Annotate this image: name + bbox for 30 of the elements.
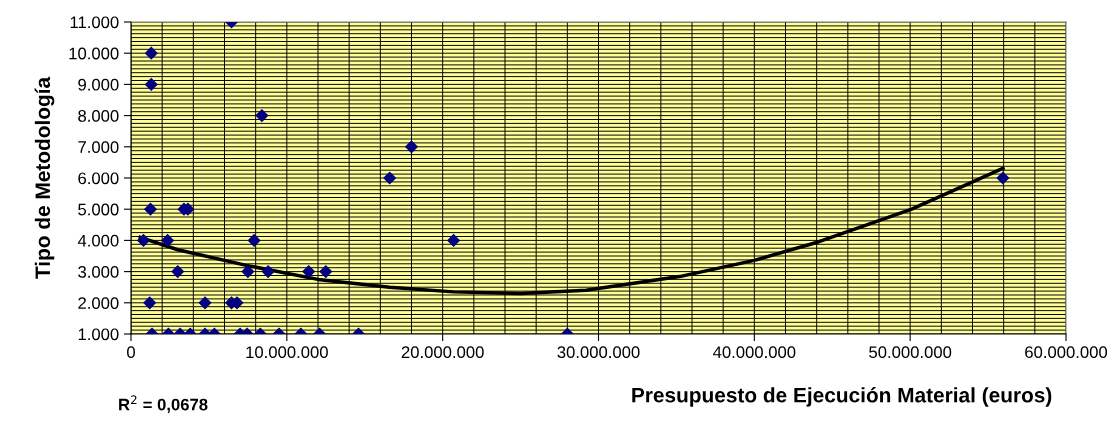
- y-tick-label: 9.000: [78, 78, 119, 91]
- point: [404, 140, 419, 154]
- text: R$^{2}$ = 0,0678: [119, 395, 208, 413]
- point: [446, 233, 461, 247]
- y-axis-title: Tipo de Metodología: [34, 76, 55, 279]
- y-tick-label: 10.000: [69, 47, 119, 60]
- point: [255, 109, 269, 123]
- y-tick-label: 4.000: [77, 234, 119, 247]
- x-tick-label: 20.000.000: [401, 346, 484, 359]
- x-tick-label: 0: [127, 346, 135, 359]
- point: [161, 233, 175, 247]
- y-tick-label: 1.000: [78, 328, 119, 341]
- point: [247, 233, 261, 247]
- x-tick-label: 30.000.000: [557, 346, 640, 359]
- point: [996, 171, 1010, 185]
- y-tick-label: 7.000: [78, 141, 119, 153]
- x-axis-title: Presupuesto de Ejecución Material (euros): [632, 387, 1052, 407]
- y-tick-label: 3.000: [78, 266, 119, 278]
- x-tick-label: 50.000.000: [869, 346, 952, 359]
- x-tick-label: 10.000.000: [246, 346, 328, 359]
- point: [136, 233, 151, 247]
- x-tick-label: 60.000.000: [1025, 346, 1108, 359]
- y-tick-label: 8.000: [78, 110, 119, 122]
- y-tick-label: 11.000: [70, 16, 119, 29]
- x-tick-label: 40.000.000: [713, 346, 796, 359]
- point: [383, 171, 397, 185]
- y-tick-label: 6.000: [78, 172, 119, 185]
- y-tick-label: 2.000: [78, 297, 119, 309]
- y-tick-label: 5.000: [78, 203, 119, 216]
- point: [143, 202, 158, 216]
